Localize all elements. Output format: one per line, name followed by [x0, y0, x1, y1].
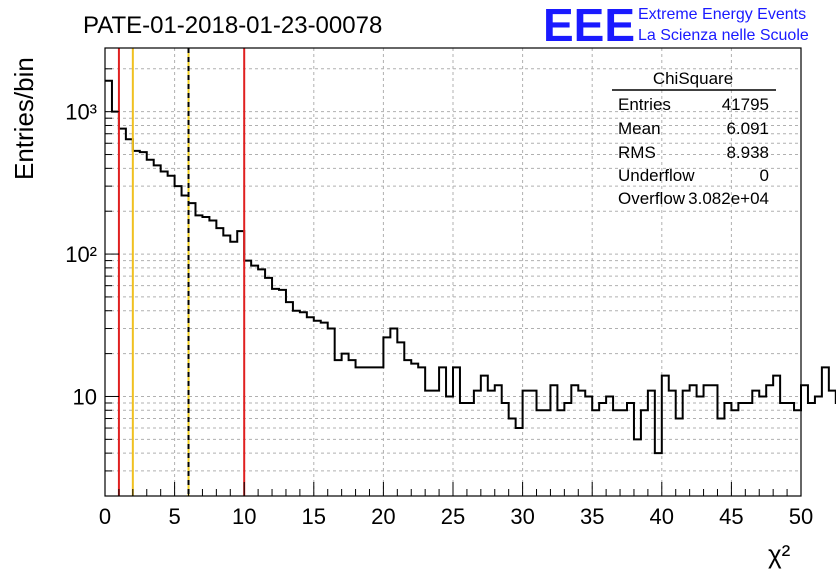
- x-tick-label: 40: [650, 504, 674, 529]
- x-tick-label: 30: [510, 504, 534, 529]
- stats-title: ChiSquare: [653, 69, 733, 88]
- y-axis-label: Entries/bin: [9, 57, 39, 180]
- y-tick-label: 10³: [65, 100, 97, 125]
- stats-value-overflow: 3.082e+04: [688, 189, 769, 208]
- x-axis-label: χ²: [768, 539, 791, 569]
- logo-line-2: La Scienza nelle Scuole: [638, 27, 809, 44]
- stats-value-entries: 41795: [722, 95, 769, 114]
- x-tick-label: 50: [789, 504, 813, 529]
- y-tick-label: 10: [73, 384, 97, 409]
- histogram-series: [105, 79, 836, 455]
- stats-value-mean: 6.091: [726, 119, 769, 138]
- y-tick-label: 10²: [65, 242, 97, 267]
- x-tick-label: 0: [99, 504, 111, 529]
- stats-label-mean: Mean: [618, 119, 661, 138]
- x-tick-label: 5: [168, 504, 180, 529]
- run-title: PATE-01-2018-01-23-00078: [83, 12, 382, 39]
- x-tick-label: 35: [580, 504, 604, 529]
- logo-line-1: Extreme Energy Events: [638, 6, 806, 23]
- eee-logo-text: EEE: [543, 0, 635, 51]
- x-tick-label: 15: [302, 504, 326, 529]
- y-tick-labels: 10 10² 10³: [65, 100, 97, 410]
- stats-label-overflow: Overflow: [618, 189, 686, 208]
- stats-label-rms: RMS: [618, 143, 656, 162]
- reference-lines: [117, 48, 246, 496]
- x-tick-label: 45: [719, 504, 743, 529]
- histogram-line: [105, 79, 836, 455]
- stats-box: ChiSquare Entries 41795 Mean 6.091 RMS 8…: [612, 69, 776, 208]
- eee-logo: EEE Extreme Energy Events La Scienza nel…: [543, 0, 809, 51]
- stats-value-rms: 8.938: [726, 143, 769, 162]
- stats-label-underflow: Underflow: [618, 166, 695, 185]
- x-tick-label: 25: [441, 504, 465, 529]
- stats-label-entries: Entries: [618, 95, 671, 114]
- x-tick-labels: 0 5 10 15 20 25 30 35 40 45 50: [99, 504, 813, 529]
- stats-value-underflow: 0: [760, 166, 769, 185]
- grid-lines: [105, 48, 801, 496]
- x-tick-label: 10: [232, 504, 256, 529]
- x-tick-label: 20: [371, 504, 395, 529]
- axis-ticks: [104, 68, 802, 496]
